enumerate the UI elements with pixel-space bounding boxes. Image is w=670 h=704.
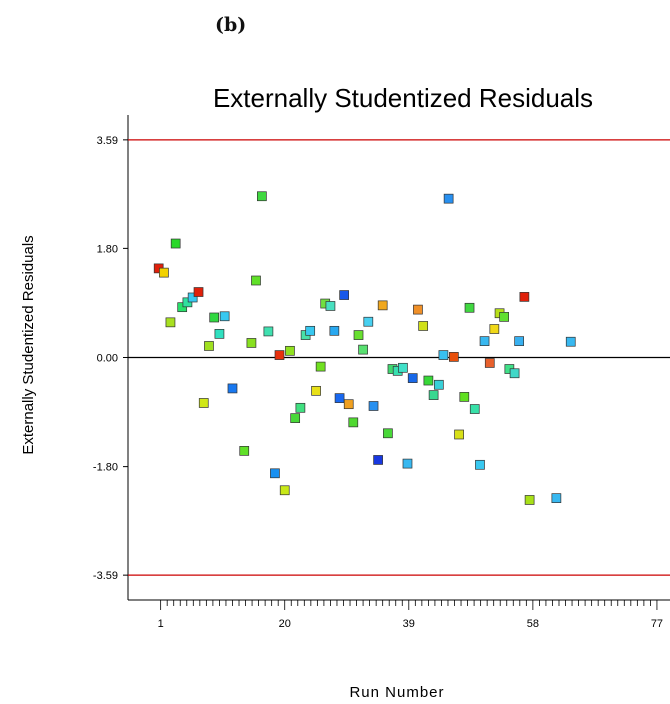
data-point <box>334 393 345 403</box>
data-point <box>398 362 408 373</box>
data-point <box>509 368 520 379</box>
x-tick-label: 39 <box>403 618 415 630</box>
data-point <box>524 495 535 505</box>
data-point <box>159 267 169 278</box>
data-point <box>329 325 340 336</box>
x-tick-label: 20 <box>279 618 291 630</box>
data-point <box>402 458 413 469</box>
data-point <box>257 191 267 202</box>
data-point <box>363 316 374 327</box>
data-point <box>519 292 530 302</box>
data-point <box>443 193 454 204</box>
plot-area: 3.59 1.80 0.00 -1.80 -3.59 1 20 39 58 77 <box>93 115 670 630</box>
data-point <box>449 352 459 362</box>
data-point <box>489 324 500 334</box>
data-point <box>263 326 274 337</box>
data-point <box>418 321 429 331</box>
reference-lines <box>128 139 670 576</box>
data-point <box>358 344 368 355</box>
y-tick-label: -1.80 <box>93 462 118 474</box>
data-point <box>565 336 576 347</box>
data-point <box>165 317 176 328</box>
data-point <box>177 302 188 313</box>
data-point <box>348 417 359 428</box>
x-tick-label: 77 <box>651 618 663 630</box>
data-point <box>464 302 475 313</box>
data-point <box>251 275 261 286</box>
y-tick-label: -3.59 <box>93 570 118 582</box>
data-point <box>368 401 379 411</box>
data-point <box>239 446 250 456</box>
data-point <box>499 312 509 322</box>
data-point <box>377 300 388 311</box>
data-point <box>383 428 393 439</box>
data-point <box>325 301 336 311</box>
data-point <box>469 404 480 414</box>
data-point <box>204 341 214 351</box>
data-point <box>413 304 423 315</box>
data-point <box>274 350 285 360</box>
data-point <box>219 311 230 322</box>
data-point <box>290 413 301 423</box>
data-point <box>551 493 562 503</box>
panel-label: (b) <box>215 14 247 36</box>
y-tick-label: 0.00 <box>97 353 118 365</box>
data-point <box>214 329 225 339</box>
data-point <box>246 338 257 348</box>
data-point <box>353 330 364 340</box>
chart-title: Externally Studentized Residuals <box>213 83 593 113</box>
data-point <box>209 312 220 323</box>
data-point <box>438 350 449 360</box>
data-points <box>153 191 576 505</box>
x-ticks: 1 20 39 58 77 <box>158 600 663 630</box>
data-point <box>285 345 295 356</box>
data-point <box>279 485 290 496</box>
data-point <box>423 375 434 386</box>
data-point <box>339 290 349 300</box>
x-axis-title: Run Number <box>349 684 444 701</box>
y-axis-title: Externally Studentized Residuals <box>20 235 37 454</box>
data-point <box>227 383 238 394</box>
data-point <box>343 399 354 410</box>
y-ticks: 3.59 1.80 0.00 -1.80 -3.59 <box>93 135 128 582</box>
y-tick-label: 1.80 <box>97 243 118 255</box>
data-point <box>270 468 280 479</box>
y-tick-label: 3.59 <box>97 135 118 147</box>
data-point <box>295 402 306 413</box>
data-point <box>459 392 470 402</box>
data-point <box>170 238 181 249</box>
data-point <box>305 325 316 336</box>
data-point <box>484 358 495 368</box>
data-point <box>428 390 439 400</box>
data-point <box>198 398 209 408</box>
data-point <box>315 361 326 372</box>
data-point <box>454 429 464 440</box>
x-tick-label: 58 <box>527 618 539 630</box>
data-point <box>193 287 204 297</box>
data-point <box>514 336 525 346</box>
data-point <box>187 292 198 303</box>
x-tick-label: 1 <box>158 618 164 630</box>
data-point <box>479 336 490 346</box>
data-point <box>407 373 418 383</box>
data-point <box>311 385 321 396</box>
data-point <box>433 379 444 390</box>
data-point <box>373 455 383 465</box>
data-point <box>475 459 485 470</box>
